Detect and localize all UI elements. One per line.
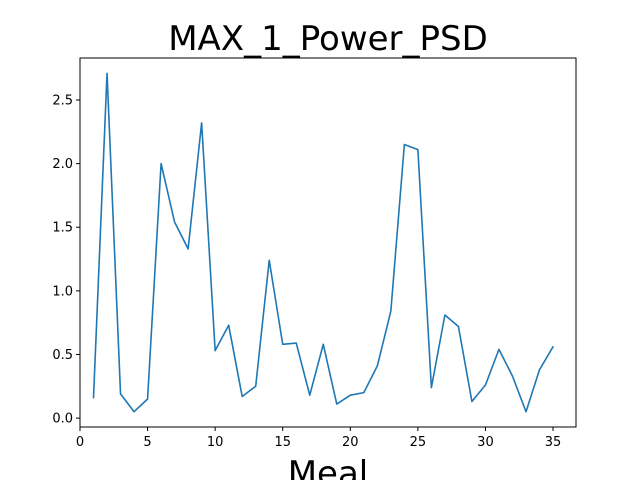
- y-tick-label: 0.5: [52, 348, 73, 363]
- x-tick-label: 15: [274, 435, 291, 450]
- series-group: [92, 72, 554, 413]
- series-line: [92, 72, 554, 413]
- y-tick-label: 0.0: [52, 412, 73, 427]
- x-tick-label: 10: [207, 435, 224, 450]
- y-tick-label: 1.0: [52, 284, 73, 299]
- x-axis-label: Meal: [288, 454, 369, 480]
- y-axis: 0.0 0.5 1.0 1.5 2.0 2.5: [52, 93, 80, 427]
- x-tick-label: 30: [477, 435, 494, 450]
- x-tick-label: 35: [545, 435, 562, 450]
- x-tick-label: 0: [76, 435, 84, 450]
- chart-title: MAX_1_Power_PSD: [168, 19, 488, 59]
- y-tick-label: 2.5: [52, 93, 73, 108]
- x-axis: 0 5 10 15 20 25 30 35: [76, 427, 561, 450]
- y-tick-label: 1.5: [52, 221, 73, 236]
- plot-area: [79, 57, 577, 428]
- y-tick-label: 2.0: [52, 157, 73, 172]
- x-tick-label: 20: [342, 435, 359, 450]
- x-tick-label: 25: [410, 435, 427, 450]
- x-tick-label: 5: [143, 435, 151, 450]
